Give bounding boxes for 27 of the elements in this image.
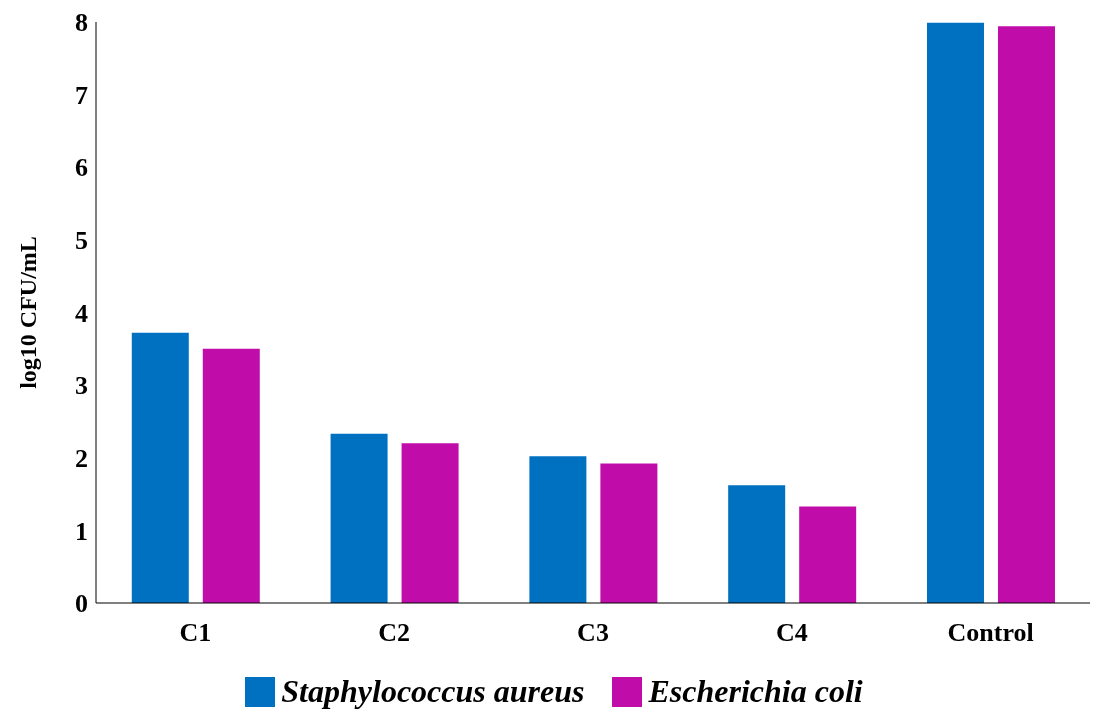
y-axis-title: log10 CFU/mL: [14, 236, 41, 389]
y-tick-label: 7: [75, 80, 88, 110]
y-tick-label: 0: [75, 589, 88, 619]
x-tick-label: C4: [775, 618, 808, 648]
legend-label: Staphylococcus aureus: [281, 673, 585, 710]
y-tick-label: 6: [75, 153, 88, 183]
bar: [600, 463, 658, 603]
y-tick-label: 8: [75, 8, 88, 38]
bar: [202, 348, 260, 603]
bar: [799, 506, 857, 603]
bar: [330, 433, 388, 603]
bar: [997, 26, 1055, 603]
y-tick-label: 5: [75, 226, 88, 256]
bar: [131, 332, 189, 603]
y-tick-label: 2: [75, 443, 88, 473]
x-tick-label: C1: [179, 618, 212, 648]
bar: [529, 456, 587, 603]
bar: [401, 443, 459, 603]
y-tick-label: 1: [75, 516, 88, 546]
bar: [728, 485, 786, 603]
bar: [926, 22, 984, 603]
legend-label: Escherichia coli: [648, 673, 863, 710]
y-tick-label: 3: [75, 371, 88, 401]
y-tick-label: 4: [75, 298, 88, 328]
x-tick-label: C2: [378, 618, 411, 648]
x-tick-label: Control: [947, 618, 1034, 648]
x-tick-label: C3: [577, 618, 609, 648]
